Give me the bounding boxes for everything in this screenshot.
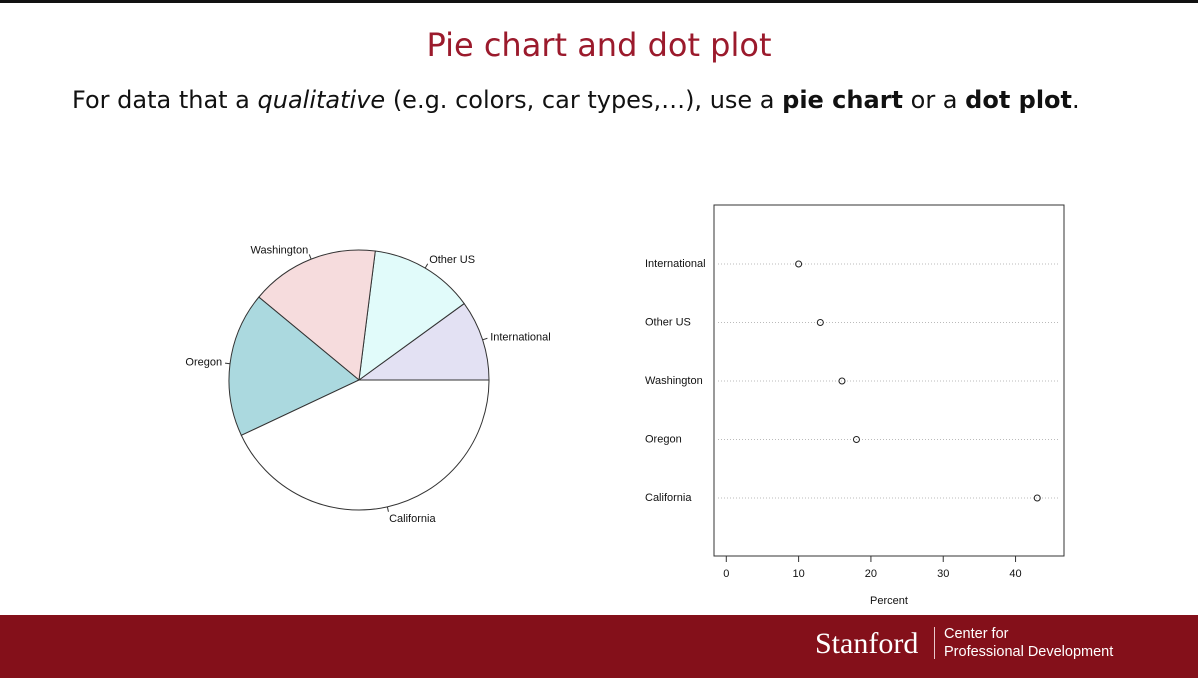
- x-tick-label: 10: [792, 568, 804, 580]
- pie-label-tick: [225, 362, 231, 365]
- dot-point-oregon: [852, 436, 860, 443]
- x-tick-label: 30: [937, 568, 949, 580]
- logo-subtitle: Center for Professional Development: [944, 625, 1113, 661]
- pie-slice-international: [357, 302, 490, 381]
- pie-label-oregon: Oregon: [185, 357, 222, 369]
- dot-point-california: [1033, 494, 1041, 502]
- pie-label-international: International: [490, 331, 551, 343]
- x-tick-label: 40: [1009, 568, 1021, 580]
- subtitle-bold: pie chart: [782, 86, 903, 114]
- pie-label-california: California: [389, 513, 436, 525]
- footer-bar: [0, 615, 1198, 678]
- dot-point-international: [795, 260, 803, 268]
- subtitle-text: or a: [903, 86, 966, 114]
- slide-title: Pie chart and dot plot: [426, 26, 772, 64]
- pie-label-washington: Washington: [251, 245, 309, 257]
- pie-label-other-us: Other US: [429, 254, 475, 266]
- top-rule: [0, 0, 1198, 3]
- dot-plot: International Other US Washington Oregon Cal…: [645, 204, 1065, 607]
- dot-label-california: California: [645, 492, 692, 504]
- pie-slice-other-us: [358, 250, 465, 382]
- pie-label-tick: [308, 254, 312, 260]
- pie-chart: International Other US Washington Oregon Cal…: [185, 245, 551, 525]
- subtitle-emphasis: qualitative: [257, 86, 386, 114]
- pie-slice-california: [240, 379, 490, 511]
- dot-point-washington: [838, 377, 846, 385]
- stanford-logo: Stanford: [815, 627, 919, 660]
- dot-label-international: International: [645, 258, 706, 270]
- subtitle-bold: dot plot: [965, 86, 1073, 114]
- plot-frame: [713, 204, 1065, 557]
- slide-subtitle: For data that a qualitative (e.g. colors…: [72, 86, 1080, 114]
- pie-label-tick: [424, 263, 429, 269]
- subtitle-text: .: [1072, 86, 1080, 114]
- x-axis-label: Percent: [870, 595, 908, 607]
- logo-line-1: Center for: [944, 626, 1009, 642]
- dot-label-other-us: Other US: [645, 316, 691, 328]
- logo-divider: [934, 627, 935, 659]
- logo-line-2: Professional Development: [944, 644, 1114, 660]
- x-tick-label: 20: [865, 568, 877, 580]
- x-tick-label: 0: [723, 568, 729, 580]
- dot-label-oregon: Oregon: [645, 433, 682, 445]
- subtitle-text: For data that a: [72, 86, 258, 114]
- dot-label-washington: Washington: [645, 375, 703, 387]
- dot-point-other-us: [816, 319, 824, 326]
- pie-label-tick: [386, 506, 389, 512]
- pie-label-tick: [482, 337, 488, 341]
- subtitle-text: (e.g. colors, car types,…), use a: [385, 86, 783, 114]
